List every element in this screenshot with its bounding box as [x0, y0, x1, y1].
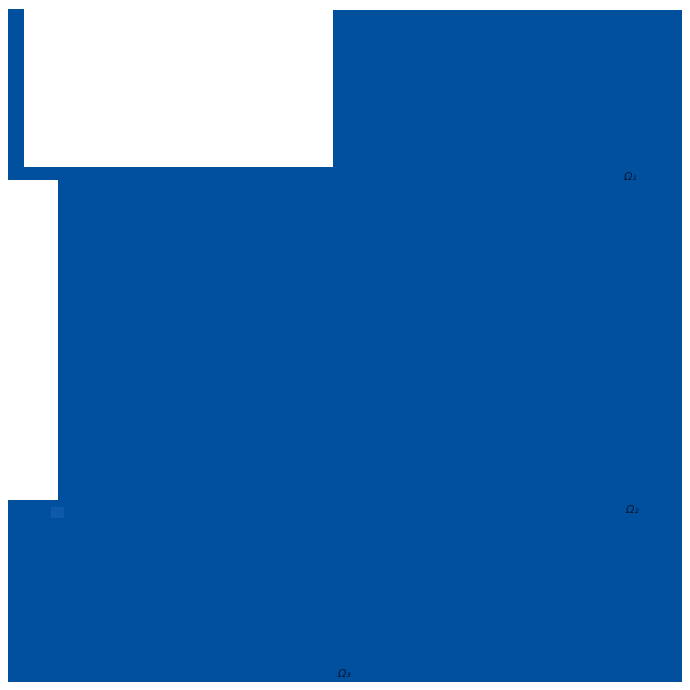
region-label-2: Ω₂ [626, 503, 639, 516]
inner-square-marker [51, 507, 64, 518]
region-label-3: Ω₃ [338, 667, 351, 680]
region-label-1: Ω₁ [624, 170, 637, 183]
blue-domain-polygon [8, 9, 682, 682]
